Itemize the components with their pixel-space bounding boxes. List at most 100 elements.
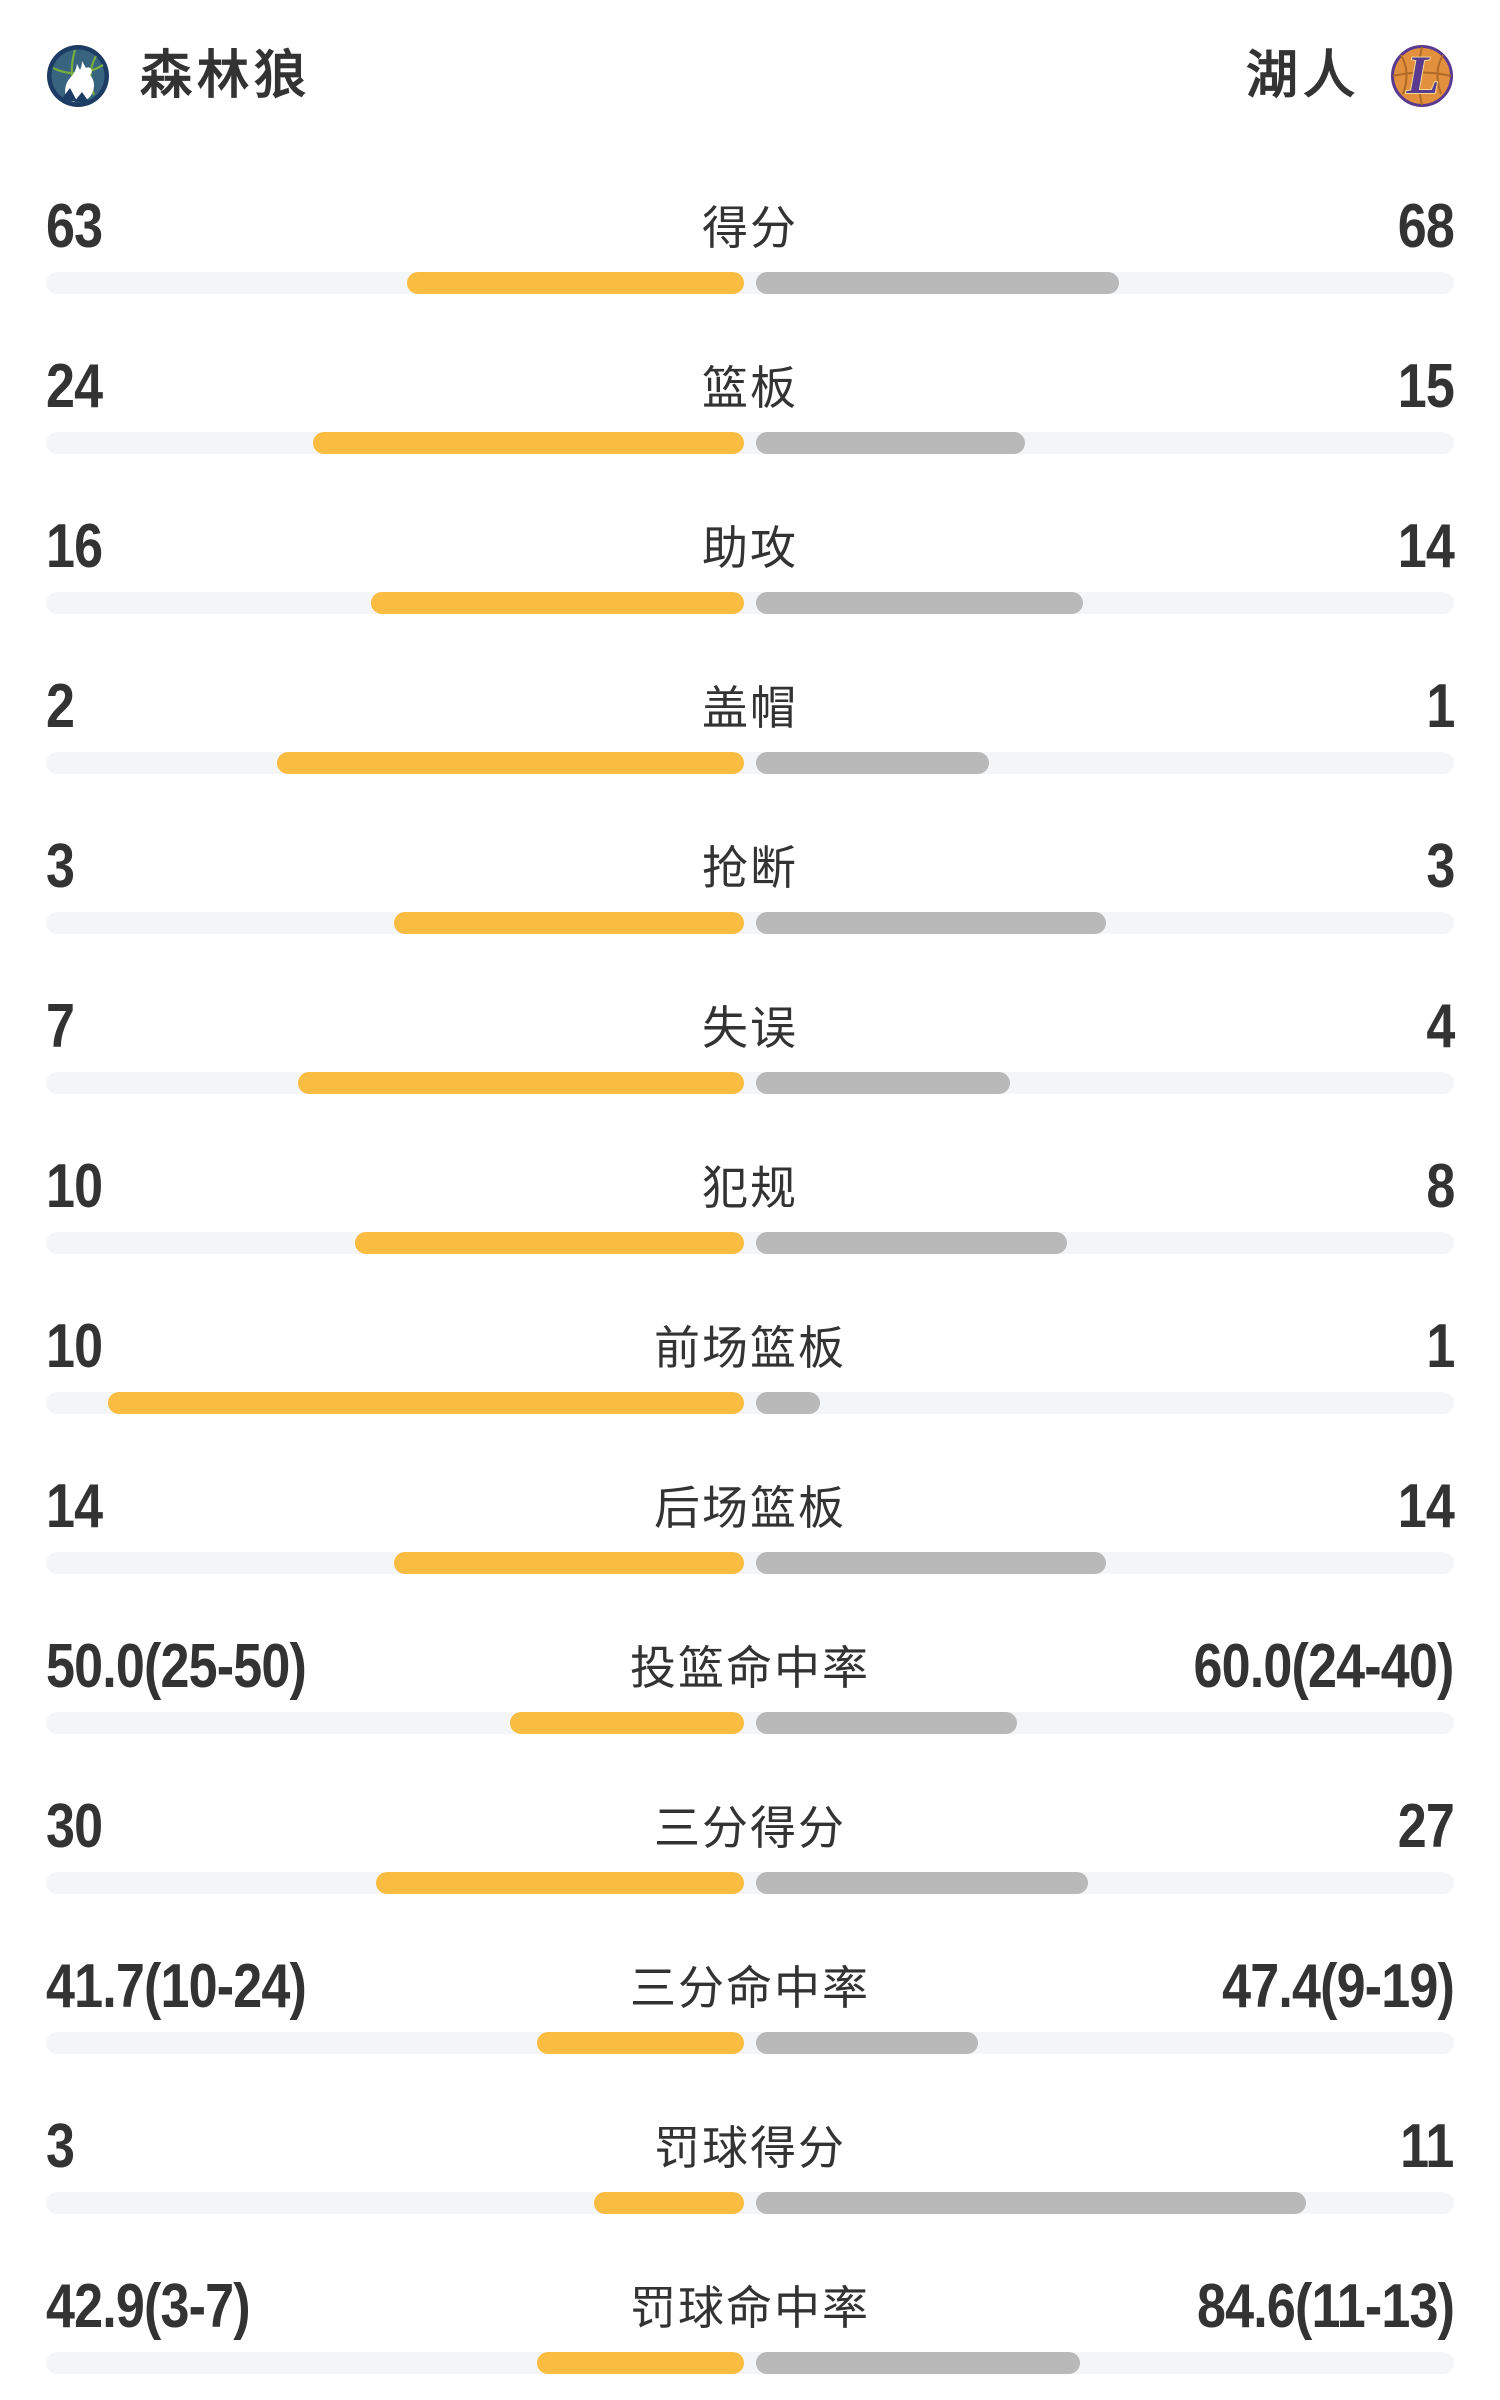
stat-label: 罚球命中率 <box>630 2282 870 2334</box>
stat-row: 3 抢断 3 <box>46 832 1455 934</box>
stat-label: 罚球得分 <box>654 2122 846 2174</box>
stat-line: 24 篮板 15 <box>46 352 1455 421</box>
home-bar <box>407 272 744 294</box>
stat-row: 14 后场篮板 14 <box>46 1472 1455 1574</box>
stat-label: 前场篮板 <box>654 1322 846 1374</box>
bar-track <box>46 912 1454 934</box>
stat-row: 3 罚球得分 11 <box>46 2112 1455 2214</box>
stat-row: 10 犯规 8 <box>46 1152 1455 1254</box>
timberwolves-logo <box>47 45 109 107</box>
away-bar <box>756 912 1106 934</box>
away-value: 68 <box>1397 192 1455 261</box>
home-value: 3 <box>46 832 75 901</box>
stat-label: 得分 <box>702 202 798 254</box>
away-bar <box>756 1072 1010 1094</box>
home-bar <box>313 432 744 454</box>
svg-text:L: L <box>1406 45 1440 105</box>
stat-line: 63 得分 68 <box>46 192 1455 261</box>
bar-track <box>46 272 1454 294</box>
away-bar <box>756 432 1025 454</box>
away-value: 1 <box>1425 672 1455 741</box>
bar-track <box>46 1872 1454 1894</box>
away-value: 84.6(11-13) <box>1196 2272 1455 2341</box>
bar-track <box>46 2192 1454 2214</box>
stat-line: 16 助攻 14 <box>46 512 1455 581</box>
stat-line: 14 后场篮板 14 <box>46 1472 1455 1541</box>
away-value: 14 <box>1397 1472 1455 1541</box>
home-value: 16 <box>46 512 103 581</box>
bar-track <box>46 1552 1454 1574</box>
home-bar <box>537 2032 744 2054</box>
stat-line: 41.7(10-24) 三分命中率 47.4(9-19) <box>46 1952 1455 2021</box>
away-value: 1 <box>1425 1312 1455 1381</box>
stat-line: 3 抢断 3 <box>46 832 1455 901</box>
away-bar <box>756 752 989 774</box>
stats-list: 63 得分 68 24 篮板 15 16 助攻 14 2 盖帽 1 3 抢断 3 7 失误 4 10 犯规 8 10 前场篮… <box>46 192 1455 2374</box>
stat-row: 42.9(3-7) 罚球命中率 84.6(11-13) <box>46 2272 1455 2374</box>
stat-line: 3 罚球得分 11 <box>46 2112 1455 2181</box>
home-bar <box>108 1392 744 1414</box>
stat-row: 50.0(25-50) 投篮命中率 60.0(24-40) <box>46 1632 1455 1734</box>
home-team-name: 森林狼 <box>140 47 312 105</box>
away-bar <box>756 1552 1106 1574</box>
away-value: 47.4(9-19) <box>1222 1952 1455 2021</box>
stat-line: 2 盖帽 1 <box>46 672 1455 741</box>
away-bar <box>756 2192 1306 2214</box>
home-value: 50.0(25-50) <box>46 1632 307 1701</box>
home-bar <box>376 1872 744 1894</box>
home-bar <box>371 592 744 614</box>
lakers-logo: L <box>1391 44 1453 107</box>
bar-track <box>46 1392 1454 1414</box>
stat-line: 30 三分得分 27 <box>46 1792 1455 1861</box>
home-value: 7 <box>46 992 75 1061</box>
stat-row: 63 得分 68 <box>46 192 1455 294</box>
stat-label: 抢断 <box>702 842 798 894</box>
match-header: 森林狼 湖人 L <box>46 44 1454 108</box>
away-bar <box>756 592 1083 614</box>
bar-track <box>46 752 1454 774</box>
home-value: 24 <box>46 352 103 421</box>
stat-label: 后场篮板 <box>654 1482 846 1534</box>
away-team: 湖人 L <box>1246 44 1454 108</box>
home-value: 41.7(10-24) <box>46 1952 307 2021</box>
stat-label: 三分命中率 <box>630 1962 870 2014</box>
stat-line: 42.9(3-7) 罚球命中率 84.6(11-13) <box>46 2272 1455 2341</box>
away-bar <box>756 2032 978 2054</box>
home-team: 森林狼 <box>46 44 311 108</box>
stat-label: 投篮命中率 <box>630 1642 870 1694</box>
away-value: 3 <box>1425 832 1455 901</box>
bar-track <box>46 592 1454 614</box>
bar-track <box>46 432 1454 454</box>
stat-row: 41.7(10-24) 三分命中率 47.4(9-19) <box>46 1952 1455 2054</box>
home-value: 10 <box>46 1312 103 1381</box>
home-bar <box>355 1232 744 1254</box>
away-bar <box>756 1392 820 1414</box>
bar-track <box>46 2032 1454 2054</box>
stat-label: 篮板 <box>702 362 798 414</box>
stat-line: 10 前场篮板 1 <box>46 1312 1455 1381</box>
away-value: 60.0(24-40) <box>1193 1632 1455 1701</box>
home-bar <box>394 912 744 934</box>
away-bar <box>756 2352 1080 2374</box>
home-value: 63 <box>46 192 103 261</box>
away-bar <box>756 1232 1067 1254</box>
home-bar <box>537 2352 744 2374</box>
home-value: 10 <box>46 1152 103 1221</box>
home-value: 2 <box>46 672 75 741</box>
home-bar <box>277 752 744 774</box>
bar-track <box>46 1072 1454 1094</box>
away-bar <box>756 1712 1017 1734</box>
bar-track <box>46 1712 1454 1734</box>
stat-label: 三分得分 <box>654 1802 846 1854</box>
stat-row: 16 助攻 14 <box>46 512 1455 614</box>
stat-label: 盖帽 <box>702 682 798 734</box>
away-bar <box>756 272 1119 294</box>
home-value: 3 <box>46 2112 75 2181</box>
home-bar <box>594 2192 744 2214</box>
away-bar <box>756 1872 1088 1894</box>
home-bar <box>394 1552 744 1574</box>
stat-label: 犯规 <box>702 1162 798 1214</box>
home-value: 30 <box>46 1792 103 1861</box>
stat-row: 2 盖帽 1 <box>46 672 1455 774</box>
